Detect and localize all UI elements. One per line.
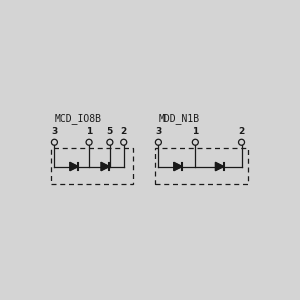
- Bar: [51, 148, 133, 184]
- Text: 3: 3: [51, 128, 58, 136]
- Text: 3: 3: [155, 128, 161, 136]
- Bar: [155, 148, 248, 184]
- Text: 2: 2: [121, 128, 127, 136]
- Text: MCD_IO8B: MCD_IO8B: [54, 113, 101, 124]
- Polygon shape: [215, 162, 224, 171]
- Text: 1: 1: [86, 128, 92, 136]
- Text: MDD_N1B: MDD_N1B: [158, 113, 200, 124]
- Polygon shape: [101, 162, 110, 171]
- Text: 2: 2: [238, 128, 245, 136]
- Text: 5: 5: [107, 128, 113, 136]
- Polygon shape: [70, 162, 78, 171]
- Text: 1: 1: [192, 128, 199, 136]
- Polygon shape: [174, 162, 182, 171]
